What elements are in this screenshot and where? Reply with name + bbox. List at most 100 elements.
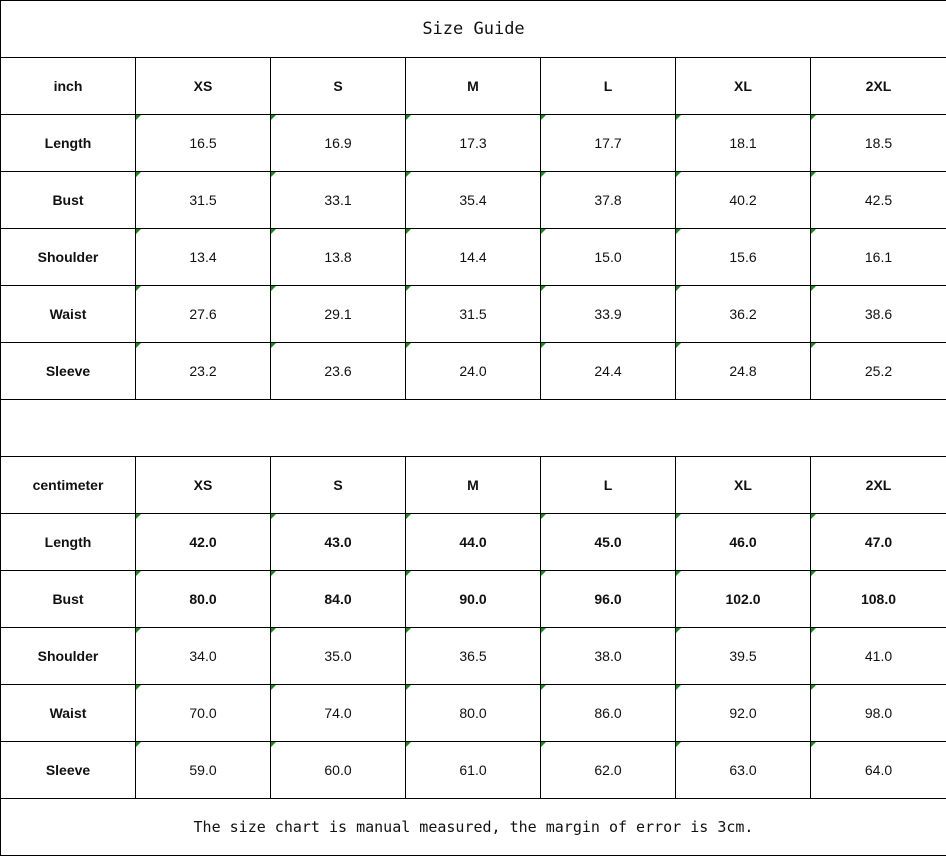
- size-header-s: S: [270, 57, 406, 115]
- spacer-cell: [0, 399, 946, 457]
- table-row: Waist 27.6 29.1 31.5 33.9 36.2 38.6: [0, 285, 946, 343]
- measure-label: Bust: [0, 171, 136, 229]
- footer-row: The size chart is manual measured, the m…: [0, 798, 946, 856]
- measure-label: Sleeve: [0, 342, 136, 400]
- measure-value: 18.5: [810, 114, 946, 172]
- measure-value: 35.0: [270, 627, 406, 685]
- measure-label: Waist: [0, 684, 136, 742]
- measure-value: 17.7: [540, 114, 676, 172]
- table-row: Sleeve 59.0 60.0 61.0 62.0 63.0 64.0: [0, 741, 946, 799]
- measure-value: 41.0: [810, 627, 946, 685]
- measure-value: 40.2: [675, 171, 811, 229]
- measure-value: 24.4: [540, 342, 676, 400]
- measure-value: 33.1: [270, 171, 406, 229]
- measure-value: 18.1: [675, 114, 811, 172]
- measure-value: 86.0: [540, 684, 676, 742]
- unit-label: inch: [0, 57, 136, 115]
- measure-value: 14.4: [405, 228, 541, 286]
- size-header-m: M: [405, 456, 541, 514]
- size-header-2xl: 2XL: [810, 57, 946, 115]
- measure-label: Shoulder: [0, 627, 136, 685]
- size-header-m: M: [405, 57, 541, 115]
- measure-value: 45.0: [540, 513, 676, 571]
- measure-value: 37.8: [540, 171, 676, 229]
- table-row: Bust 80.0 84.0 90.0 96.0 102.0 108.0: [0, 570, 946, 628]
- table-row: Sleeve 23.2 23.6 24.0 24.4 24.8 25.2: [0, 342, 946, 400]
- measure-value: 74.0: [270, 684, 406, 742]
- measure-value: 15.0: [540, 228, 676, 286]
- measure-value: 92.0: [675, 684, 811, 742]
- measure-value: 16.9: [270, 114, 406, 172]
- measure-value: 60.0: [270, 741, 406, 799]
- centimeter-header-row: centimeter XS S M L XL 2XL: [0, 456, 946, 514]
- measure-value: 98.0: [810, 684, 946, 742]
- measure-value: 36.5: [405, 627, 541, 685]
- title-row: Size Guide: [0, 0, 946, 58]
- measure-value: 38.6: [810, 285, 946, 343]
- size-header-xl: XL: [675, 456, 811, 514]
- measure-value: 24.0: [405, 342, 541, 400]
- measure-label: Sleeve: [0, 741, 136, 799]
- size-header-2xl: 2XL: [810, 456, 946, 514]
- measure-value: 84.0: [270, 570, 406, 628]
- measure-label: Waist: [0, 285, 136, 343]
- measure-value: 70.0: [135, 684, 271, 742]
- size-header-l: L: [540, 456, 676, 514]
- measure-value: 80.0: [405, 684, 541, 742]
- measure-value: 16.1: [810, 228, 946, 286]
- measure-value: 46.0: [675, 513, 811, 571]
- measure-value: 33.9: [540, 285, 676, 343]
- measure-value: 61.0: [405, 741, 541, 799]
- size-header-xs: XS: [135, 57, 271, 115]
- measure-value: 13.8: [270, 228, 406, 286]
- measure-value: 23.2: [135, 342, 271, 400]
- measure-value: 80.0: [135, 570, 271, 628]
- table-row: Waist 70.0 74.0 80.0 86.0 92.0 98.0: [0, 684, 946, 742]
- measure-value: 64.0: [810, 741, 946, 799]
- measure-value: 17.3: [405, 114, 541, 172]
- page-title: Size Guide: [0, 0, 946, 58]
- measure-label: Shoulder: [0, 228, 136, 286]
- measure-value: 29.1: [270, 285, 406, 343]
- measure-label: Bust: [0, 570, 136, 628]
- measure-value: 35.4: [405, 171, 541, 229]
- measure-value: 27.6: [135, 285, 271, 343]
- size-header-xl: XL: [675, 57, 811, 115]
- measure-value: 96.0: [540, 570, 676, 628]
- table-row: Shoulder 34.0 35.0 36.5 38.0 39.5 41.0: [0, 627, 946, 685]
- footer-note: The size chart is manual measured, the m…: [0, 798, 946, 856]
- measure-value: 34.0: [135, 627, 271, 685]
- measure-value: 62.0: [540, 741, 676, 799]
- measure-value: 23.6: [270, 342, 406, 400]
- measure-value: 38.0: [540, 627, 676, 685]
- measure-value: 63.0: [675, 741, 811, 799]
- measure-value: 31.5: [405, 285, 541, 343]
- measure-label: Length: [0, 513, 136, 571]
- measure-value: 90.0: [405, 570, 541, 628]
- table-row: Shoulder 13.4 13.8 14.4 15.0 15.6 16.1: [0, 228, 946, 286]
- measure-value: 24.8: [675, 342, 811, 400]
- measure-value: 59.0: [135, 741, 271, 799]
- size-header-l: L: [540, 57, 676, 115]
- measure-value: 43.0: [270, 513, 406, 571]
- measure-value: 16.5: [135, 114, 271, 172]
- unit-label: centimeter: [0, 456, 136, 514]
- table-row: Length 16.5 16.9 17.3 17.7 18.1 18.5: [0, 114, 946, 172]
- measure-value: 13.4: [135, 228, 271, 286]
- measure-value: 15.6: [675, 228, 811, 286]
- measure-value: 108.0: [810, 570, 946, 628]
- table-row: Length 42.0 43.0 44.0 45.0 46.0 47.0: [0, 513, 946, 571]
- measure-label: Length: [0, 114, 136, 172]
- measure-value: 39.5: [675, 627, 811, 685]
- measure-value: 36.2: [675, 285, 811, 343]
- measure-value: 25.2: [810, 342, 946, 400]
- inch-header-row: inch XS S M L XL 2XL: [0, 57, 946, 115]
- measure-value: 44.0: [405, 513, 541, 571]
- measure-value: 31.5: [135, 171, 271, 229]
- size-header-s: S: [270, 456, 406, 514]
- measure-value: 42.5: [810, 171, 946, 229]
- size-header-xs: XS: [135, 456, 271, 514]
- measure-value: 47.0: [810, 513, 946, 571]
- table-row: Bust 31.5 33.1 35.4 37.8 40.2 42.5: [0, 171, 946, 229]
